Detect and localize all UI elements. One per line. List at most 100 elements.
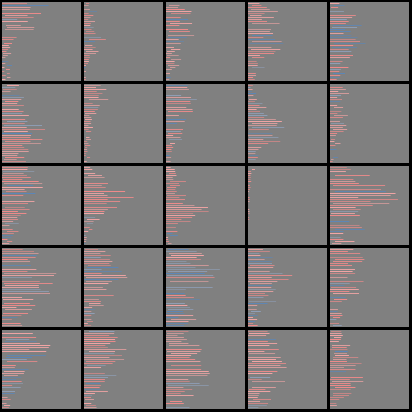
stripe [248,121,282,122]
stripe [253,399,271,400]
stripe [250,283,272,284]
stripe [166,269,220,270]
stripe [2,277,32,278]
stripe [248,335,267,336]
stripe [84,253,101,254]
stripe [2,297,23,298]
stripe [2,7,31,8]
stripe [171,365,202,366]
stripe [248,263,272,264]
stripe [335,355,349,356]
stripe [330,135,336,136]
stripe [87,223,94,224]
stripe [84,335,110,336]
stripe [2,379,17,380]
stripe [333,359,347,360]
stripe [166,175,177,176]
stripe [330,389,351,390]
stripe [4,159,17,160]
stripe [2,257,36,258]
stripe [84,385,102,386]
stripe [166,89,189,90]
stripe [248,149,259,150]
stripe [84,259,110,260]
stripe [84,37,102,38]
stripe [6,339,30,340]
stripe [84,363,113,364]
stripe [166,321,189,322]
stripe [2,39,14,40]
stripe [2,323,21,324]
stripe [167,187,177,188]
stripe [168,111,193,112]
stripe [166,371,209,372]
stripe [2,367,15,368]
stripe [84,309,95,310]
stripe [2,133,33,134]
stripe [330,283,350,284]
stripe [330,11,344,12]
stripe [248,141,281,142]
tile-stripes [166,167,209,244]
stripe [84,403,92,404]
stripe [248,291,274,292]
stripe [330,69,341,70]
stripe [335,191,386,192]
image-tile [84,166,163,245]
stripe [166,337,184,338]
stripe [166,197,180,198]
stripe [251,311,261,312]
stripe [84,393,95,394]
stripe [84,203,107,204]
tile-stripes [2,3,49,80]
stripe [248,179,251,180]
stripe [88,265,111,266]
stripe [166,183,180,184]
stripe [2,233,14,234]
stripe [248,219,250,220]
stripe [2,315,22,316]
stripe [2,259,28,260]
stripe [248,159,256,160]
stripe [251,9,270,10]
stripe [89,331,115,332]
stripe [84,377,109,378]
stripe [84,107,99,108]
stripe [330,323,340,324]
stripe [84,117,92,118]
stripe [84,95,99,96]
stripe [330,17,353,18]
stripe [166,19,189,20]
stripe [4,273,57,274]
stripe [333,25,362,26]
stripe [2,347,49,348]
stripe [2,343,40,344]
image-tile [166,84,245,163]
stripe [248,359,276,360]
stripe [166,219,182,220]
stripe [330,127,343,128]
stripe [2,115,29,116]
stripe [169,343,189,344]
stripe [248,293,265,294]
stripe [4,125,43,126]
stripe [249,279,289,280]
stripe [330,201,371,202]
stripe [166,155,170,156]
stripe [248,289,276,290]
stripe [84,53,96,54]
stripe [84,379,105,380]
stripe [333,203,390,204]
stripe [2,151,29,152]
stripe [330,285,345,286]
stripe [84,125,89,126]
stripe [84,209,108,210]
stripe [171,255,204,256]
stripe [171,319,197,320]
stripe [166,389,193,390]
stripe [166,47,175,48]
stripe [84,347,108,348]
stripe [84,381,105,382]
stripe [166,109,193,110]
stripe [248,297,264,298]
